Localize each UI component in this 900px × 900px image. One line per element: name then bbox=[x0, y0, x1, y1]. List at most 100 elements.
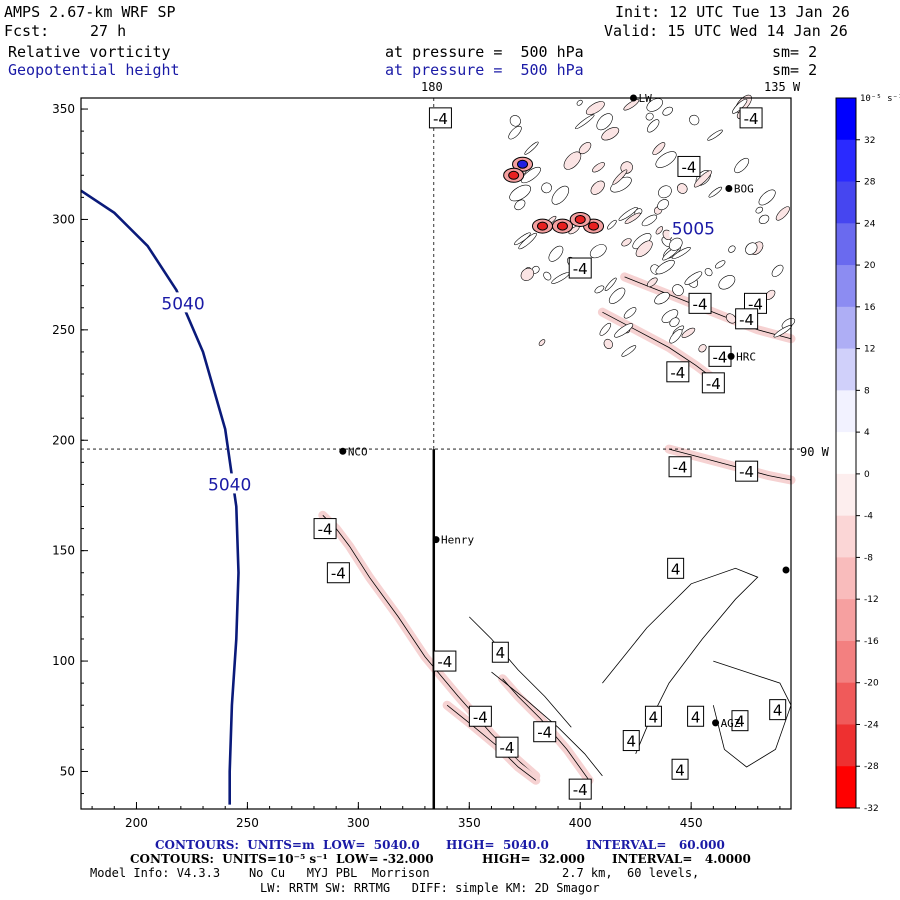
colorbar-tick-label: -4 bbox=[864, 512, 873, 522]
vort-label-box bbox=[687, 705, 705, 727]
vort-noise-cell bbox=[662, 106, 673, 116]
vort-noise-cell bbox=[599, 322, 612, 336]
footer-height-c: INTERVAL= 60.000 bbox=[586, 838, 725, 852]
height-label-bg bbox=[205, 473, 254, 494]
vort-noise-cell bbox=[771, 264, 784, 277]
field1-level: at pressure = 500 hPa bbox=[385, 43, 584, 61]
vort-label-box bbox=[495, 736, 519, 758]
field2-name: Geopotential height bbox=[8, 61, 180, 79]
height-label: 5005 bbox=[672, 219, 715, 239]
vort-label-box bbox=[533, 721, 557, 743]
colorbar-swatch bbox=[836, 766, 856, 809]
vort-noise-cell bbox=[646, 98, 663, 112]
vort-blob-core bbox=[588, 221, 600, 231]
colorbar-swatch bbox=[836, 306, 856, 350]
vort-noise-cell bbox=[524, 141, 539, 155]
vort-noise-cell bbox=[594, 285, 605, 294]
vort-noise-cell bbox=[589, 244, 607, 259]
pos-vort-contour bbox=[491, 671, 603, 777]
station-marker bbox=[712, 719, 720, 727]
vort-noise-cell bbox=[657, 199, 669, 211]
vort-label-box bbox=[622, 730, 640, 752]
vort-label-box bbox=[568, 257, 592, 279]
station-marker-edge bbox=[782, 566, 790, 574]
vort-label-box bbox=[701, 372, 725, 394]
vort-noise-cell bbox=[641, 214, 658, 227]
colorbar-unit: 10⁻⁵ s⁻¹ bbox=[860, 94, 900, 104]
station-label: Henry bbox=[441, 534, 474, 547]
colorbar-tick-label: 28 bbox=[864, 178, 876, 188]
vort-noise-cell bbox=[646, 277, 658, 288]
height-label: 5040 bbox=[161, 294, 204, 314]
vort-noise-cell bbox=[758, 214, 770, 225]
vort-label-box bbox=[671, 758, 689, 780]
vort-label-text: -4 bbox=[331, 565, 346, 583]
colorbar-tick-label: -24 bbox=[864, 720, 879, 730]
lon135-label: 135 W bbox=[764, 80, 801, 94]
vort-noise-cell bbox=[520, 166, 541, 184]
colorbar-swatch bbox=[836, 390, 856, 433]
vort-label: -4 bbox=[568, 257, 592, 279]
colorbar-tick-label: 24 bbox=[864, 219, 876, 229]
vort-noise-cell bbox=[596, 113, 613, 131]
vort-noise-cell bbox=[621, 238, 632, 247]
vort-blob-core bbox=[537, 221, 548, 231]
vort-label-box bbox=[568, 778, 592, 800]
vort-noise-cell bbox=[538, 339, 546, 346]
y-tick-label: 200 bbox=[52, 433, 75, 447]
vort-label-text: -4 bbox=[681, 158, 696, 176]
vort-noise-cell bbox=[592, 162, 605, 173]
vort-noise-cell bbox=[745, 242, 758, 255]
vort-noise-cell bbox=[758, 189, 776, 206]
vort-label-box bbox=[666, 361, 690, 383]
vort-noise-cell bbox=[672, 284, 684, 296]
vort-noise-cell bbox=[693, 170, 712, 188]
station-marker bbox=[432, 536, 440, 544]
pos-vort-contour bbox=[469, 616, 572, 728]
field2-level: at pressure = 500 hPa bbox=[385, 61, 584, 79]
vort-label-box bbox=[688, 292, 712, 314]
vort-label: -4 bbox=[495, 736, 519, 758]
vort-label: -4 bbox=[666, 361, 690, 383]
colorbar-swatch bbox=[836, 473, 856, 517]
station-label: HRC bbox=[736, 350, 756, 363]
colorbar-tick-label: 32 bbox=[864, 136, 875, 146]
colorbar-tick-label: 8 bbox=[864, 386, 870, 396]
vort-label-text: 4 bbox=[671, 560, 681, 578]
colorbar-swatch bbox=[836, 223, 856, 266]
x-tick-label: 400 bbox=[569, 816, 592, 830]
vort-noise-cell bbox=[543, 271, 552, 281]
vort-label-text: -4 bbox=[573, 260, 588, 278]
footer-vort-a: CONTOURS: UNITS=10⁻⁵ s⁻¹ LOW= -32.000 bbox=[130, 852, 434, 866]
vort-noise-cell bbox=[576, 99, 583, 106]
vort-label-text: 4 bbox=[496, 644, 506, 662]
vort-label-text: -4 bbox=[473, 708, 488, 726]
vort-noise-cell bbox=[604, 277, 617, 292]
vort-label-text: -4 bbox=[573, 781, 588, 799]
x-tick-label: 200 bbox=[125, 816, 148, 830]
vort-label-text: -4 bbox=[537, 724, 552, 742]
vort-label: -4 bbox=[468, 705, 492, 727]
vort-noise-cell bbox=[508, 125, 522, 140]
vort-noise-cell bbox=[575, 114, 595, 130]
station-label: NCO bbox=[348, 445, 368, 458]
vort-noise-cell bbox=[608, 287, 626, 304]
colorbar-tick-label: -8 bbox=[864, 553, 873, 563]
colorbar-tick-label: 16 bbox=[864, 303, 876, 313]
y-tick-label: 50 bbox=[60, 764, 75, 778]
vort-label: -4 bbox=[313, 518, 337, 540]
height-label-bg bbox=[669, 217, 718, 238]
vort-label-text: -4 bbox=[318, 521, 333, 539]
colorbar-swatch bbox=[836, 432, 856, 475]
vort-blob-core bbox=[556, 221, 568, 231]
model-title: AMPS 2.67-km WRF SP bbox=[4, 3, 176, 21]
vort-label: -4 bbox=[433, 650, 457, 672]
vort-noise-cell bbox=[541, 182, 552, 194]
field1-sm: sm= 2 bbox=[772, 43, 818, 61]
vort-noise-cell bbox=[551, 185, 570, 205]
vort-noise-cell bbox=[624, 212, 641, 224]
station-marker bbox=[339, 447, 347, 455]
vort-noise-cell bbox=[676, 183, 688, 194]
vort-noise-cell bbox=[601, 127, 620, 141]
vort-noise-cell bbox=[623, 99, 640, 111]
